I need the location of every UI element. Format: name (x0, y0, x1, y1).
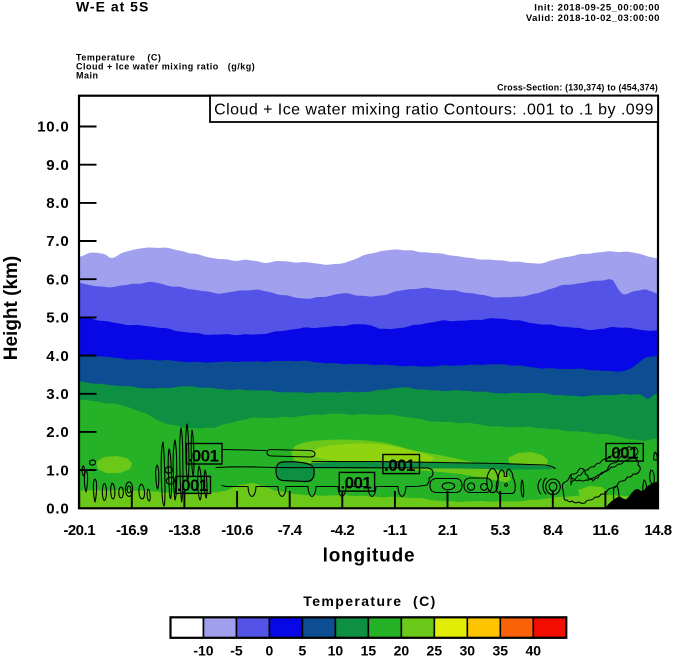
svg-text:Cloud + Ice water mixing ratio: Cloud + Ice water mixing ratio (g/kg) (76, 62, 255, 72)
svg-text:Cloud + Ice water mixing ratio: Cloud + Ice water mixing ratio Contours:… (214, 101, 654, 118)
svg-text:-4.2: -4.2 (330, 522, 354, 539)
svg-text:longitude: longitude (323, 546, 416, 567)
svg-text:Init: 2018-09-25_00:00:00: Init: 2018-09-25_00:00:00 (534, 3, 660, 14)
svg-text:10: 10 (328, 643, 344, 659)
svg-text:Main: Main (76, 71, 99, 81)
svg-text:.001: .001 (341, 474, 372, 493)
svg-text:8.4: 8.4 (543, 522, 564, 539)
svg-text:Cross-Section: (130,374) to (4: Cross-Section: (130,374) to (454,374) (497, 83, 658, 93)
svg-text:3.0: 3.0 (46, 386, 69, 403)
svg-text:.001: .001 (384, 456, 415, 475)
svg-text:.001: .001 (188, 447, 219, 466)
svg-text:-10: -10 (193, 643, 213, 659)
svg-text:14.8: 14.8 (644, 522, 671, 539)
svg-text:-13.8: -13.8 (169, 522, 201, 539)
svg-text:5.3: 5.3 (491, 522, 511, 539)
svg-text:8.0: 8.0 (46, 195, 69, 212)
svg-text:-10.6: -10.6 (221, 522, 253, 539)
svg-text:Temperature (C): Temperature (C) (303, 593, 436, 609)
svg-text:20: 20 (394, 643, 410, 659)
svg-text:Temperature (C): Temperature (C) (76, 53, 161, 63)
svg-text:15: 15 (361, 643, 377, 659)
svg-text:0: 0 (266, 643, 274, 659)
svg-text:11.6: 11.6 (592, 522, 619, 539)
svg-text:-7.4: -7.4 (278, 522, 303, 539)
svg-text:30: 30 (460, 643, 476, 659)
svg-text:9.0: 9.0 (46, 157, 69, 174)
svg-text:1.0: 1.0 (46, 462, 69, 479)
svg-text:.001: .001 (607, 444, 638, 463)
svg-text:5.0: 5.0 (46, 310, 69, 327)
svg-text:0.0: 0.0 (46, 501, 69, 518)
svg-text:35: 35 (493, 643, 509, 659)
svg-text:25: 25 (427, 643, 443, 659)
svg-text:W-E at 5S: W-E at 5S (76, 0, 149, 15)
svg-text:-1.1: -1.1 (383, 522, 407, 539)
svg-text:Valid: 2018-10-02_03:00:00: Valid: 2018-10-02_03:00:00 (526, 13, 660, 24)
svg-text:2.0: 2.0 (46, 424, 69, 441)
svg-text:-5: -5 (230, 643, 243, 659)
svg-text:7.0: 7.0 (46, 233, 69, 250)
svg-text:40: 40 (525, 643, 541, 659)
svg-text:6.0: 6.0 (46, 271, 69, 288)
svg-text:4.0: 4.0 (46, 348, 69, 365)
svg-text:2.1: 2.1 (438, 522, 458, 539)
svg-text:Height (km): Height (km) (1, 256, 22, 361)
svg-text:.001: .001 (177, 476, 208, 495)
svg-text:5: 5 (299, 643, 307, 659)
svg-text:-16.9: -16.9 (116, 522, 148, 539)
svg-text:10.0: 10.0 (37, 119, 69, 136)
svg-text:-20.1: -20.1 (63, 522, 95, 539)
